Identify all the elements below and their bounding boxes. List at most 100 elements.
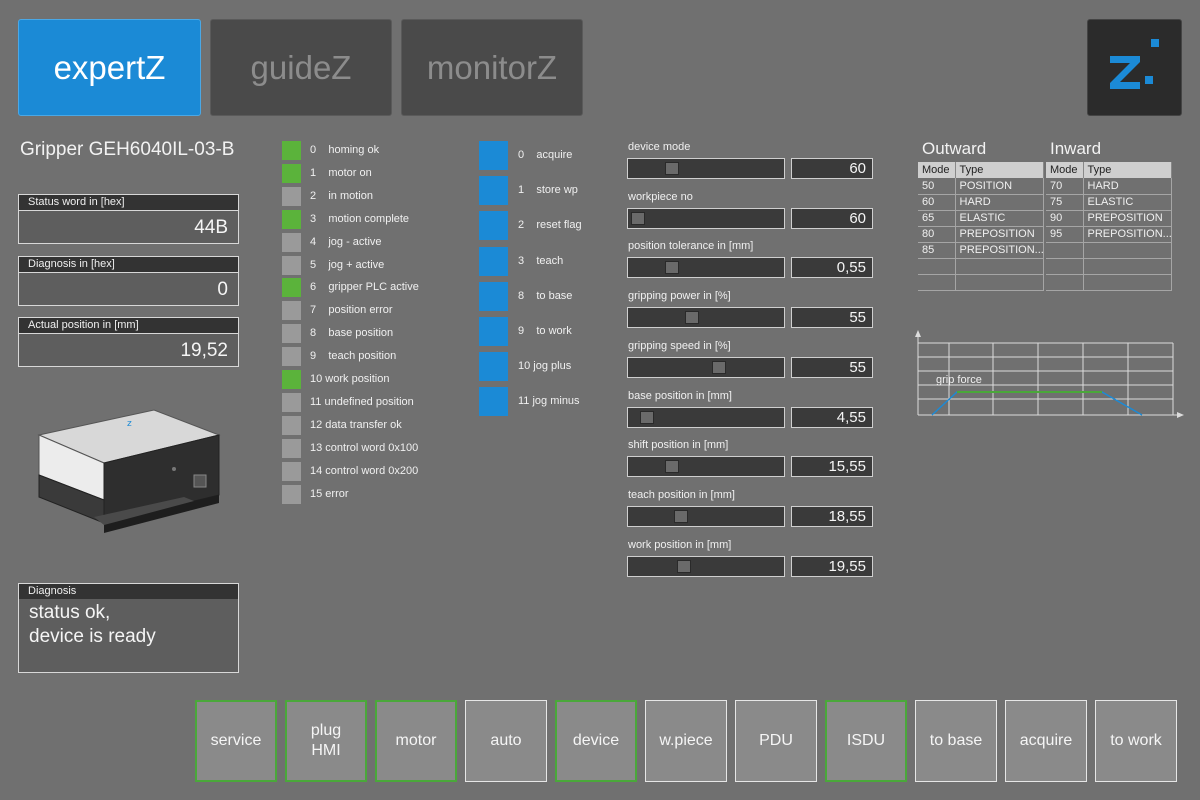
control-bit-label-3: 3 teach xyxy=(518,255,564,267)
status-bit-label-3: 3 motion complete xyxy=(310,213,410,225)
device-title: Gripper GEH6040IL-03-B xyxy=(20,139,235,160)
param-slider-5[interactable] xyxy=(627,407,785,428)
brand-z-icon xyxy=(1087,19,1182,116)
status-bit-label-8: 8 base position xyxy=(310,327,394,339)
param-value-1[interactable]: 60 xyxy=(791,208,873,229)
param-label-8: work position in [mm] xyxy=(628,539,732,551)
param-slider-2[interactable] xyxy=(627,257,785,278)
actual-position-label: Actual position in [mm] xyxy=(18,317,239,334)
table-row[interactable] xyxy=(1046,274,1172,291)
status-bit-led-6 xyxy=(282,278,301,297)
mode-cell: 65 xyxy=(918,210,956,227)
control-bit-button-1[interactable] xyxy=(479,176,508,205)
control-bit-button-3[interactable] xyxy=(479,247,508,276)
outward-head-type: Type xyxy=(955,162,1044,178)
table-row[interactable]: 75 ELASTIC xyxy=(1046,194,1172,211)
diagnosis-hex-label: Diagnosis in [hex] xyxy=(18,256,239,273)
mode-cell: 95 xyxy=(1046,226,1084,243)
type-cell: ELASTIC xyxy=(1083,194,1172,211)
table-row[interactable]: 85 PREPOSITION... xyxy=(918,242,1044,259)
param-slider-1[interactable] xyxy=(627,208,785,229)
diagnosis-text-box: status ok, device is ready xyxy=(18,599,239,673)
outward-title: Outward xyxy=(922,139,987,158)
param-value-7[interactable]: 18,55 xyxy=(791,506,873,527)
param-value-5[interactable]: 4,55 xyxy=(791,407,873,428)
status-bit-led-15 xyxy=(282,485,301,504)
param-value-0[interactable]: 60 xyxy=(791,158,873,179)
table-row[interactable] xyxy=(1046,258,1172,275)
slider-thumb[interactable] xyxy=(665,460,679,473)
control-bit-button-2[interactable] xyxy=(479,211,508,240)
param-slider-6[interactable] xyxy=(627,456,785,477)
bottom-button-acquire[interactable]: acquire xyxy=(1005,700,1087,782)
table-row[interactable]: 70 HARD xyxy=(1046,178,1172,195)
control-bit-button-5[interactable] xyxy=(479,317,508,346)
table-row[interactable]: 60 HARD xyxy=(918,194,1044,211)
slider-thumb[interactable] xyxy=(712,361,726,374)
control-bit-button-6[interactable] xyxy=(479,352,508,381)
grip-force-chart: grip force xyxy=(912,330,1187,420)
table-row[interactable]: 50 POSITION xyxy=(918,178,1044,195)
bottom-button-auto[interactable]: auto xyxy=(465,700,547,782)
type-cell xyxy=(1083,242,1172,259)
param-slider-8[interactable] xyxy=(627,556,785,577)
param-value-3[interactable]: 55 xyxy=(791,307,873,328)
param-value-8[interactable]: 19,55 xyxy=(791,556,873,577)
slider-thumb[interactable] xyxy=(665,162,679,175)
bottom-button-w-piece[interactable]: w.piece xyxy=(645,700,727,782)
param-label-7: teach position in [mm] xyxy=(628,489,735,501)
status-bit-led-8 xyxy=(282,324,301,343)
tab-guidez[interactable]: guideZ xyxy=(210,19,392,116)
svg-text:z: z xyxy=(127,419,132,429)
bottom-button-motor[interactable]: motor xyxy=(375,700,457,782)
status-bit-led-9 xyxy=(282,347,301,366)
mode-cell xyxy=(1046,242,1084,259)
slider-thumb[interactable] xyxy=(674,510,688,523)
control-bit-button-0[interactable] xyxy=(479,141,508,170)
param-slider-0[interactable] xyxy=(627,158,785,179)
table-row[interactable] xyxy=(1046,242,1172,259)
bottom-button-service[interactable]: service xyxy=(195,700,277,782)
slider-thumb[interactable] xyxy=(665,261,679,274)
table-row[interactable]: 90 PREPOSITION xyxy=(1046,210,1172,227)
bottom-button-plug-hmi[interactable]: plug HMI xyxy=(285,700,367,782)
mode-cell xyxy=(918,258,956,275)
status-bit-led-2 xyxy=(282,187,301,206)
param-slider-4[interactable] xyxy=(627,357,785,378)
type-cell: HARD xyxy=(955,194,1044,211)
status-word-label: Status word in [hex] xyxy=(18,194,239,211)
bottom-button-to-base[interactable]: to base xyxy=(915,700,997,782)
param-value-2[interactable]: 0,55 xyxy=(791,257,873,278)
control-bit-label-7: 11 jog minus xyxy=(518,395,580,407)
param-slider-3[interactable] xyxy=(627,307,785,328)
param-slider-7[interactable] xyxy=(627,506,785,527)
param-value-4[interactable]: 55 xyxy=(791,357,873,378)
slider-thumb[interactable] xyxy=(640,411,654,424)
status-bit-label-4: 4 jog - active xyxy=(310,236,382,248)
bottom-button-isdu[interactable]: ISDU xyxy=(825,700,907,782)
status-bit-led-13 xyxy=(282,439,301,458)
type-cell: HARD xyxy=(1083,178,1172,195)
table-row[interactable]: 80 PREPOSITION xyxy=(918,226,1044,243)
table-row[interactable] xyxy=(918,258,1044,275)
status-bit-led-11 xyxy=(282,393,301,412)
status-bit-led-10 xyxy=(282,370,301,389)
table-row[interactable]: 95 PREPOSITION... xyxy=(1046,226,1172,243)
bottom-button-pdu[interactable]: PDU xyxy=(735,700,817,782)
table-row[interactable] xyxy=(918,274,1044,291)
bottom-button-device[interactable]: device xyxy=(555,700,637,782)
table-row[interactable]: 65 ELASTIC xyxy=(918,210,1044,227)
control-bit-button-7[interactable] xyxy=(479,387,508,416)
control-bit-button-4[interactable] xyxy=(479,282,508,311)
status-word-value: 44B xyxy=(18,211,239,244)
tab-expertz[interactable]: expertZ xyxy=(18,19,201,116)
slider-thumb[interactable] xyxy=(631,212,645,225)
slider-thumb[interactable] xyxy=(685,311,699,324)
slider-thumb[interactable] xyxy=(677,560,691,573)
param-label-3: gripping power in [%] xyxy=(628,290,731,302)
param-value-6[interactable]: 15,55 xyxy=(791,456,873,477)
type-cell: PREPOSITION xyxy=(1083,210,1172,227)
bottom-button-to-work[interactable]: to work xyxy=(1095,700,1177,782)
outward-mode-table: Mode Type 50 POSITION 60 HARD 65 ELASTIC 80 PRE… xyxy=(918,162,1044,291)
tab-monitorz[interactable]: monitorZ xyxy=(401,19,583,116)
